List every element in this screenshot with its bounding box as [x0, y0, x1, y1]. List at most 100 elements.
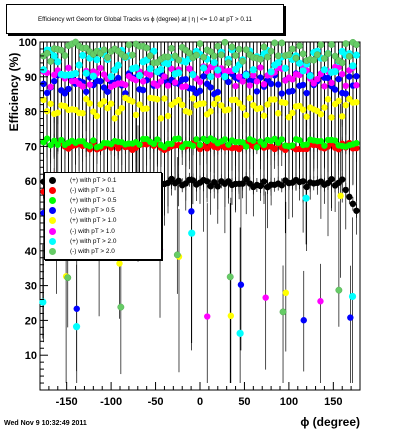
data-point — [299, 106, 307, 113]
y-tick-label: 100 — [19, 37, 37, 49]
data-point — [104, 104, 111, 112]
data-point — [168, 140, 175, 148]
data-point — [121, 53, 129, 61]
data-point — [320, 66, 329, 74]
data-point — [58, 136, 65, 144]
data-point — [256, 55, 264, 63]
data-point — [306, 72, 314, 80]
data-point — [303, 113, 310, 120]
data-point — [342, 82, 349, 90]
data-point — [279, 308, 287, 316]
data-point — [161, 73, 168, 80]
data-point — [299, 81, 307, 89]
data-point — [211, 178, 218, 186]
data-point — [225, 141, 232, 148]
data-point — [299, 178, 307, 185]
data-point — [82, 69, 90, 77]
legend-item: (+) with pT > 0.5 — [49, 195, 116, 205]
data-point — [100, 98, 108, 105]
data-point — [54, 58, 62, 66]
data-point — [285, 51, 293, 59]
data-point — [275, 81, 282, 88]
data-point — [189, 85, 197, 92]
data-point — [186, 109, 193, 116]
data-point — [232, 52, 240, 59]
data-point — [281, 64, 289, 72]
data-point — [331, 137, 339, 144]
data-point — [335, 75, 342, 83]
data-point — [324, 96, 332, 103]
data-point — [214, 183, 221, 190]
data-point — [282, 99, 289, 107]
y-tick-label: 60 — [25, 176, 37, 188]
data-point — [300, 317, 307, 324]
data-point — [317, 298, 324, 305]
data-point — [271, 39, 279, 47]
data-point — [271, 96, 278, 103]
legend-marker-icon — [49, 186, 56, 194]
data-point — [345, 53, 353, 60]
data-point — [171, 79, 179, 86]
legend-label: (+) with pT > 1.0 — [70, 217, 117, 225]
data-point — [289, 87, 296, 95]
data-point — [211, 100, 218, 108]
data-point — [71, 69, 80, 78]
data-point — [161, 95, 168, 102]
data-point — [242, 46, 250, 54]
data-point — [175, 177, 182, 185]
data-point — [47, 141, 54, 149]
data-point — [100, 84, 108, 91]
data-point — [193, 136, 200, 143]
data-point — [232, 82, 239, 90]
y-tick-label: 80 — [25, 107, 37, 119]
y-tick-label: 30 — [25, 281, 37, 293]
data-point — [288, 45, 296, 53]
data-point — [227, 312, 235, 320]
data-point — [264, 101, 271, 108]
data-point — [43, 89, 51, 97]
data-point — [97, 77, 104, 85]
data-point — [310, 56, 318, 64]
x-axis-label: ϕ (degree) — [300, 415, 360, 429]
data-point — [253, 78, 261, 85]
data-point — [296, 137, 303, 144]
data-point — [346, 193, 353, 201]
data-point — [317, 110, 325, 118]
data-point — [239, 104, 246, 111]
data-point — [164, 112, 172, 120]
data-point — [154, 136, 161, 143]
data-point — [189, 142, 197, 150]
data-point — [243, 176, 250, 183]
data-point — [253, 88, 261, 95]
data-point — [274, 52, 282, 60]
legend-item: (-) with pT > 1.0 — [49, 226, 115, 236]
data-point — [200, 100, 207, 107]
y-axis-label: Efficiency (%) — [7, 53, 21, 132]
data-point — [289, 76, 296, 83]
y-tick-label: 20 — [25, 315, 37, 327]
data-point — [188, 208, 195, 215]
data-point — [210, 52, 218, 60]
data-point — [303, 89, 310, 97]
data-point — [168, 175, 175, 183]
data-point — [224, 59, 232, 67]
data-point — [264, 53, 272, 61]
data-point — [328, 79, 335, 87]
data-point — [226, 273, 234, 281]
data-point — [278, 90, 285, 97]
data-point — [122, 90, 129, 97]
data-point — [337, 192, 344, 200]
data-point — [196, 141, 204, 148]
data-point — [83, 95, 90, 103]
data-point — [242, 71, 250, 79]
data-point — [328, 175, 335, 183]
y-tick-label: 50 — [25, 211, 37, 223]
legend-item: (-) with pT > 0.1 — [49, 185, 115, 195]
x-tick-label: 50 — [238, 396, 250, 408]
data-point — [86, 143, 93, 150]
legend-label: (+) with pT > 0.1 — [70, 176, 117, 184]
data-point — [204, 313, 211, 320]
legend: (+) with pT > 0.1 (-) with pT > 0.1 (+) wi… — [44, 172, 162, 260]
y-tick-label: 90 — [25, 72, 37, 84]
data-point — [107, 100, 115, 107]
